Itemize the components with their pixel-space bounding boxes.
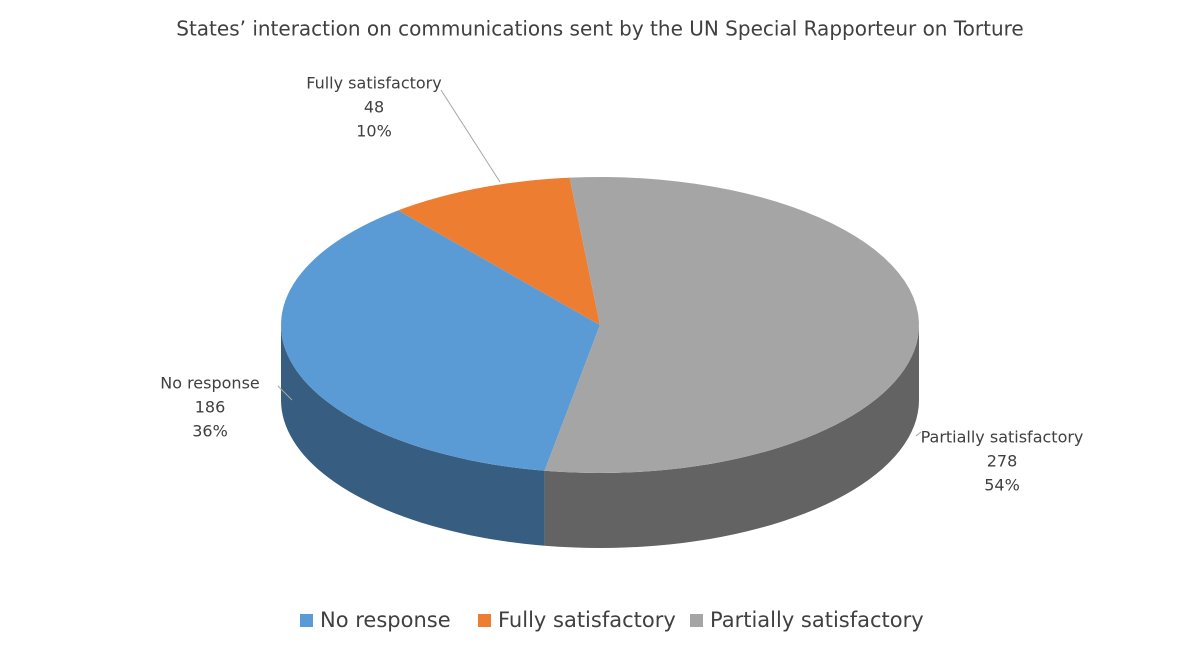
slice bbox=[544, 177, 919, 473]
data-label-name: No response bbox=[160, 374, 260, 393]
leader-line bbox=[440, 89, 501, 183]
leader-line bbox=[277, 385, 293, 401]
data-label-name: Partially satisfactory bbox=[921, 428, 1084, 447]
legend-label: Fully satisfactory bbox=[498, 608, 676, 632]
leader-line bbox=[915, 431, 922, 437]
legend-label: Partially satisfactory bbox=[710, 608, 924, 632]
data-label-name: Fully satisfactory bbox=[306, 74, 441, 93]
data-label-value: 48 bbox=[364, 98, 384, 117]
chart-title: States’ interaction on communications se… bbox=[176, 17, 1023, 41]
legend-swatch bbox=[478, 614, 491, 627]
data-label-percent: 54% bbox=[984, 476, 1020, 495]
legend-swatch bbox=[690, 614, 703, 627]
slice-side bbox=[544, 325, 919, 548]
legend-label: No response bbox=[320, 608, 451, 632]
slice bbox=[398, 177, 600, 325]
data-label-percent: 36% bbox=[192, 422, 228, 441]
data-label-value: 278 bbox=[987, 452, 1018, 471]
legend-swatch bbox=[300, 614, 313, 627]
slice bbox=[281, 210, 600, 471]
slice-side bbox=[281, 325, 545, 546]
data-label-percent: 10% bbox=[356, 122, 392, 141]
data-label-value: 186 bbox=[195, 398, 226, 417]
